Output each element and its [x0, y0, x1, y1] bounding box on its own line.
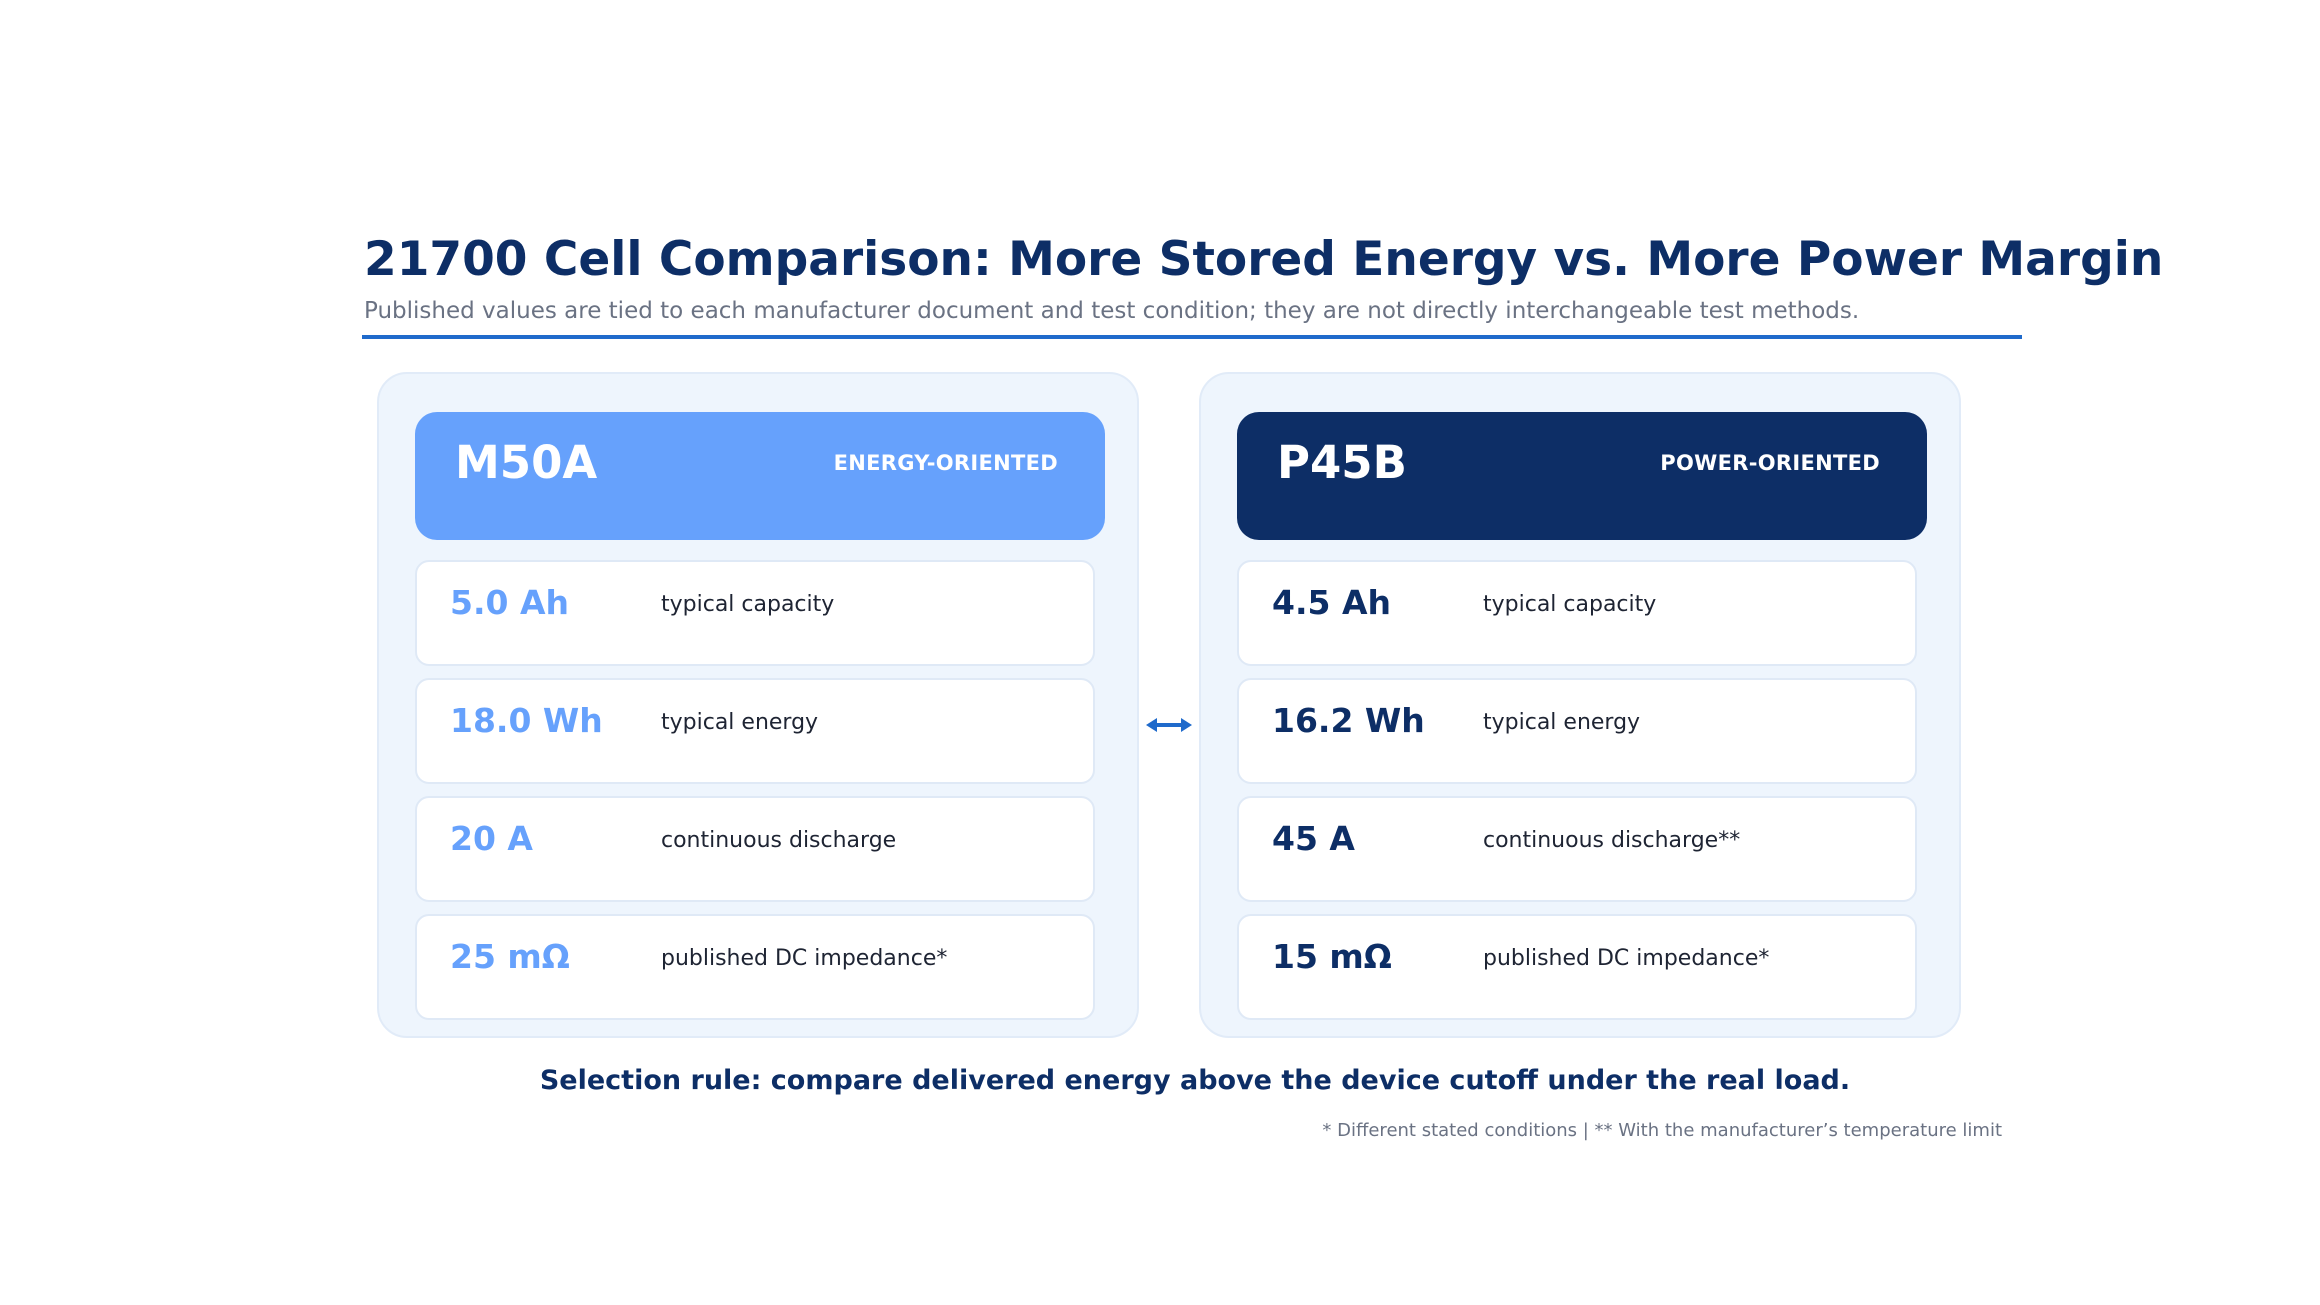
cell-name: P45B [1277, 436, 1407, 489]
spec-value: 25 mΩ [450, 937, 570, 976]
spec-card-discharge: 45 A continuous discharge** [1237, 796, 1917, 902]
double-arrow-icon [1146, 718, 1192, 732]
spec-label: typical capacity [1483, 592, 1657, 617]
cell-header-p45b: P45B POWER-ORIENTED [1237, 412, 1927, 540]
spec-value: 16.2 Wh [1272, 701, 1425, 740]
spec-card-impedance: 25 mΩ published DC impedance* [415, 914, 1095, 1020]
title-divider [362, 335, 2022, 339]
spec-value: 20 A [450, 819, 533, 858]
spec-label: continuous discharge** [1483, 828, 1741, 853]
spec-label: published DC impedance* [1483, 946, 1770, 971]
cell-name: M50A [455, 436, 598, 489]
cell-panel-p45b: P45B POWER-ORIENTED 4.5 Ah typical capac… [1199, 372, 1961, 1038]
selection-rule: Selection rule: compare delivered energy… [539, 1065, 1851, 1096]
spec-card-energy: 16.2 Wh typical energy [1237, 678, 1917, 784]
cell-panel-m50a: M50A ENERGY-ORIENTED 5.0 Ah typical capa… [377, 372, 1139, 1038]
spec-label: continuous discharge [661, 828, 897, 853]
spec-card-impedance: 15 mΩ published DC impedance* [1237, 914, 1917, 1020]
spec-label: typical capacity [661, 592, 835, 617]
footnote: * Different stated conditions | ** With … [1322, 1120, 2002, 1141]
spec-value: 15 mΩ [1272, 937, 1392, 976]
cell-tag: POWER-ORIENTED [1660, 451, 1880, 475]
spec-label: published DC impedance* [661, 946, 948, 971]
cell-header-m50a: M50A ENERGY-ORIENTED [415, 412, 1105, 540]
spec-label: typical energy [1483, 710, 1641, 735]
spec-card-capacity: 4.5 Ah typical capacity [1237, 560, 1917, 666]
spec-card-discharge: 20 A continuous discharge [415, 796, 1095, 902]
spec-value: 18.0 Wh [450, 701, 603, 740]
spec-value: 4.5 Ah [1272, 583, 1391, 622]
spec-label: typical energy [661, 710, 819, 735]
spec-value: 5.0 Ah [450, 583, 569, 622]
spec-card-energy: 18.0 Wh typical energy [415, 678, 1095, 784]
page-title: 21700 Cell Comparison: More Stored Energ… [364, 232, 2164, 287]
spec-value: 45 A [1272, 819, 1355, 858]
page-subtitle: Published values are tied to each manufa… [364, 298, 1860, 324]
cell-tag: ENERGY-ORIENTED [833, 451, 1058, 475]
spec-card-capacity: 5.0 Ah typical capacity [415, 560, 1095, 666]
